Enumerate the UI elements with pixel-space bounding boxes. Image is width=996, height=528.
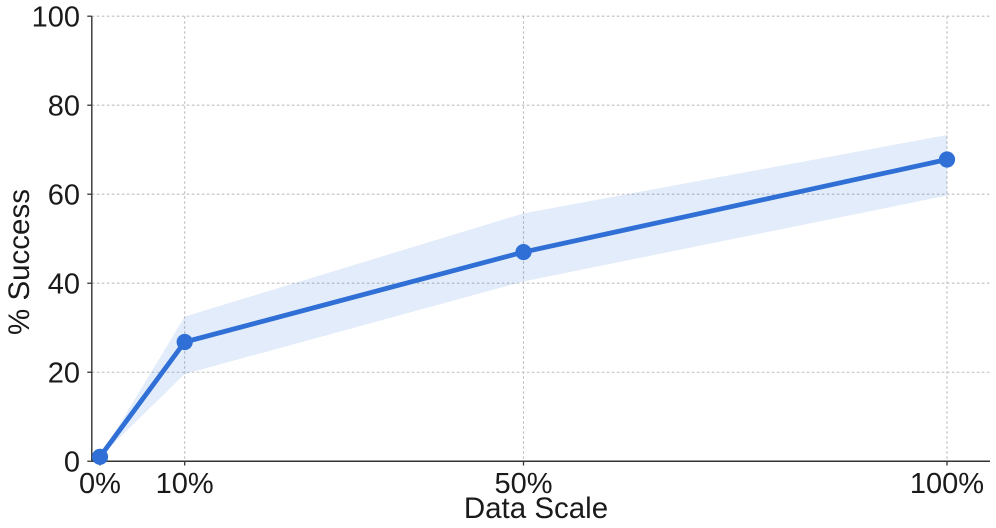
svg-text:60: 60 (48, 180, 80, 212)
svg-text:% Success: % Success (3, 189, 36, 335)
svg-text:100: 100 (32, 2, 80, 34)
svg-text:0%: 0% (79, 468, 121, 500)
svg-text:0: 0 (64, 447, 80, 479)
svg-text:80: 80 (48, 91, 80, 123)
svg-text:40: 40 (48, 269, 80, 301)
svg-text:Data Scale: Data Scale (464, 492, 608, 525)
svg-text:100%: 100% (910, 468, 984, 500)
svg-text:10%: 10% (156, 468, 214, 500)
svg-text:20: 20 (48, 358, 80, 390)
